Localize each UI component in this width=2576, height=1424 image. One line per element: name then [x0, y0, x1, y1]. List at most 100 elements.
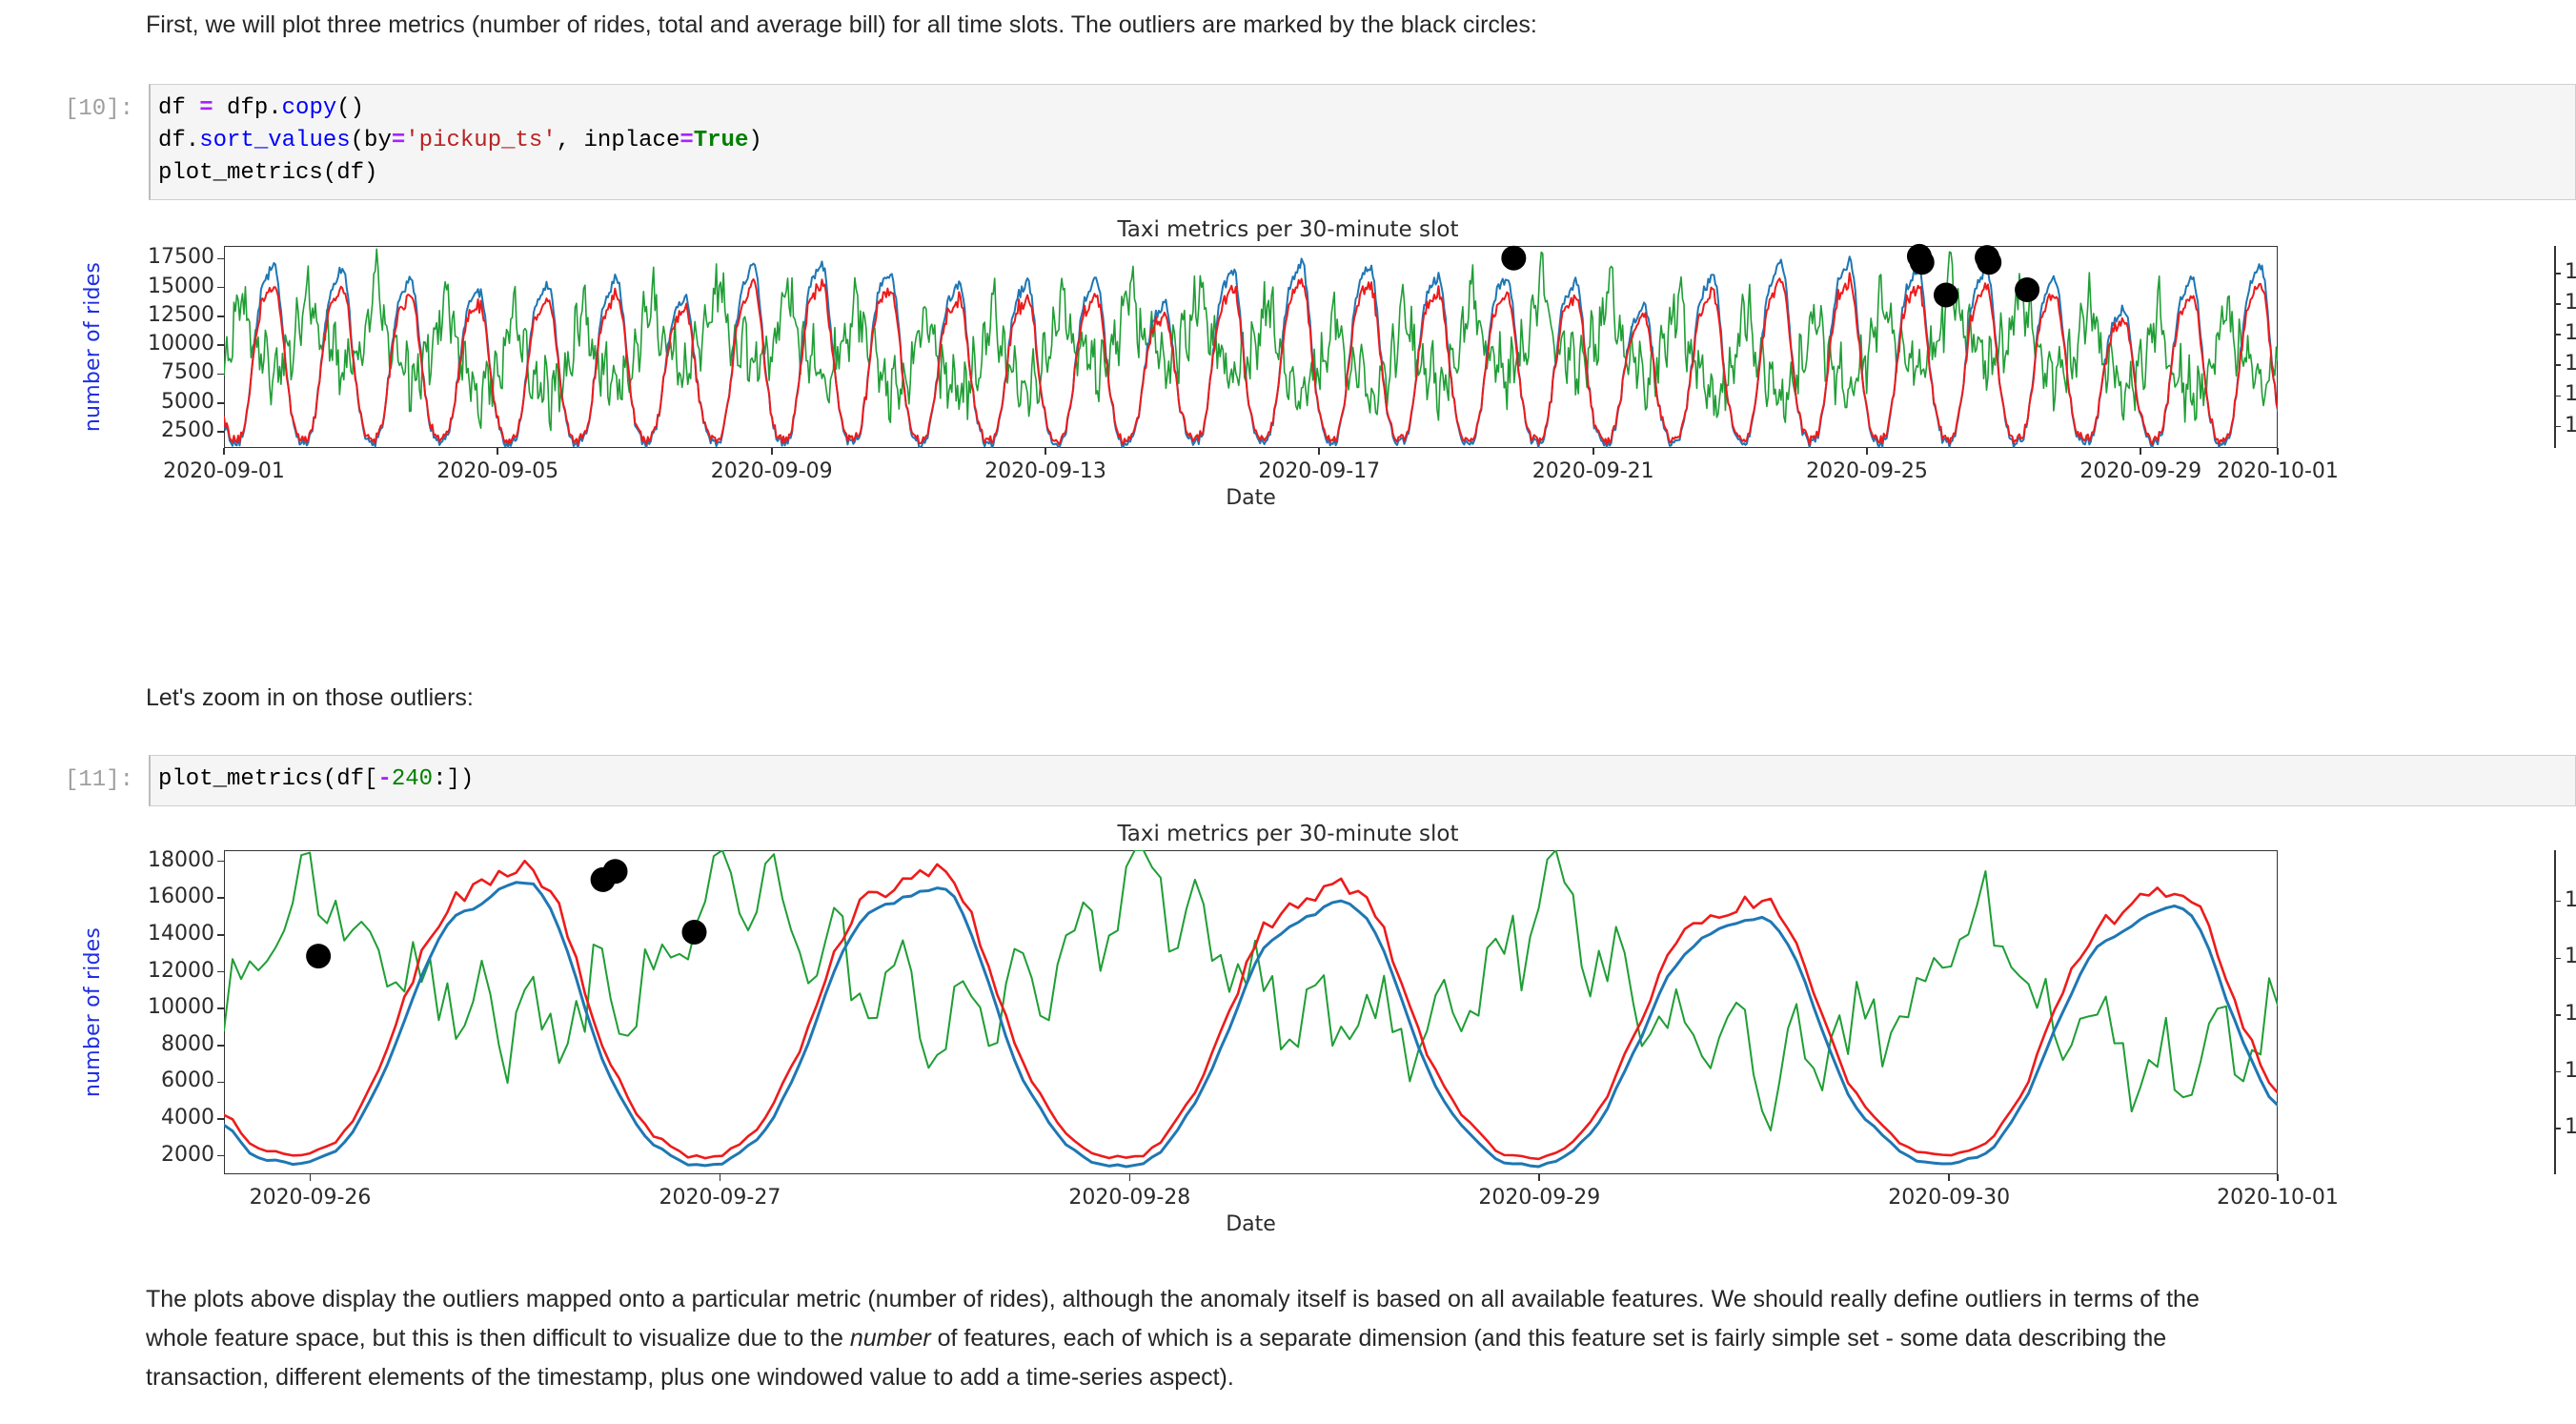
chart-ytick-rides: 5000	[161, 389, 214, 414]
chart-xtick: 2020-09-29	[2079, 459, 2202, 483]
chart-ytick-rides: 15000	[148, 274, 214, 298]
chart-ytick-rides: 6000	[161, 1068, 214, 1093]
chart-right-spine-avg	[2554, 850, 2556, 1174]
tick-mark	[2554, 303, 2561, 305]
tick-mark	[770, 448, 773, 455]
tick-mark	[217, 1154, 224, 1157]
tick-mark	[217, 897, 224, 900]
tick-mark	[2554, 900, 2561, 903]
chart-xtick: 2020-09-01	[163, 459, 285, 483]
tick-mark	[217, 934, 224, 936]
closing-emphasis: number	[849, 1325, 931, 1352]
tick-mark	[2554, 364, 2561, 367]
tick-mark	[2554, 395, 2561, 397]
code-editor-10[interactable]: df = dfp.copy() df.sort_values(by='picku…	[149, 84, 2576, 200]
series-total-bill	[224, 272, 2278, 446]
chart-axes-frame	[224, 850, 2278, 1174]
tick-mark	[1318, 448, 1321, 455]
chart-ytick-avg: 13	[2565, 1115, 2576, 1140]
chart-xtick: 2020-09-26	[249, 1186, 372, 1210]
series-average-bill	[224, 850, 2278, 1131]
chart-xtick: 2020-09-17	[1258, 459, 1381, 483]
tick-mark	[1948, 1174, 1950, 1181]
tick-mark	[2277, 1174, 2279, 1181]
code-editor-11[interactable]: plot_metrics(df[-240:])	[149, 755, 2576, 806]
tick-mark	[1538, 1174, 1541, 1181]
tick-mark	[217, 257, 224, 260]
chart-xtick: 2020-09-27	[659, 1186, 781, 1210]
markdown-intro: First, we will plot three metrics (numbe…	[146, 6, 2462, 45]
execution-prompt-10: [10]:	[64, 96, 133, 122]
chart-xtick: 2020-09-13	[984, 459, 1106, 483]
tick-mark	[217, 1081, 224, 1084]
chart-1-title: Taxi metrics per 30-minute slot	[1117, 217, 1459, 242]
outlier-marker	[681, 919, 707, 945]
chart-series-layer	[224, 243, 2278, 448]
series-average-bill	[224, 248, 2278, 432]
chart-ytick-avg: 15	[2565, 1001, 2576, 1026]
series-total-bill	[224, 859, 2278, 1161]
tick-mark	[217, 970, 224, 973]
tick-mark	[217, 1007, 224, 1009]
tick-mark	[309, 1174, 312, 1181]
chart-ytick-rides: 2000	[161, 1142, 214, 1167]
tick-mark	[2140, 448, 2142, 455]
closing-paragraph-2: whole feature space, but this is then di…	[146, 1319, 2462, 1358]
tick-mark	[2554, 1070, 2561, 1073]
chart-ytick-avg: 14	[2565, 382, 2576, 407]
chart-ytick-rides: 2500	[161, 418, 214, 443]
code-cell-11[interactable]: [11]: plot_metrics(df[-240:])	[0, 755, 2576, 806]
chart-ytick-rides: 12000	[148, 958, 214, 983]
chart-xtick: 2020-09-21	[1531, 459, 1654, 483]
chart-ytick-rides: 10000	[148, 995, 214, 1020]
chart-xlabel: Date	[1226, 486, 1276, 510]
tick-mark	[217, 401, 224, 404]
mid-paragraph: Let's zoom in on those outliers:	[146, 684, 474, 711]
closing-paragraph-3: transaction, different elements of the t…	[146, 1364, 1234, 1391]
intro-paragraph: First, we will plot three metrics (numbe…	[146, 11, 1537, 38]
chart-ytick-rides: 7500	[161, 360, 214, 385]
chart-xtick: 2020-10-01	[2217, 459, 2339, 483]
markdown-mid: Let's zoom in on those outliers:	[146, 679, 2462, 718]
tick-mark	[2554, 273, 2561, 275]
chart-xlabel: Date	[1226, 1212, 1276, 1236]
chart-xtick: 2020-09-30	[1888, 1186, 2011, 1210]
chart-xtick: 2020-09-29	[1478, 1186, 1601, 1210]
chart-ytick-avg: 17	[2565, 887, 2576, 912]
chart-xtick: 2020-09-09	[710, 459, 833, 483]
chart-ytick-rides: 10000	[148, 332, 214, 356]
chart-xtick: 2020-09-25	[1806, 459, 1928, 483]
chart-xtick: 2020-10-01	[2217, 1186, 2339, 1210]
tick-mark	[2554, 957, 2561, 960]
chart-ytick-avg: 15	[2565, 352, 2576, 376]
tick-mark	[2277, 448, 2279, 455]
outlier-marker	[590, 866, 616, 892]
chart-ytick-rides: 8000	[161, 1031, 214, 1056]
tick-mark	[1592, 448, 1594, 455]
tick-mark	[2554, 1014, 2561, 1016]
chart-ytick-rides: 14000	[148, 921, 214, 946]
tick-mark	[217, 286, 224, 289]
code-line-1: df = dfp.copy() df.sort_values(by='picku…	[158, 95, 762, 186]
tick-mark	[1866, 448, 1868, 455]
chart-ytick-avg: 13	[2565, 413, 2576, 437]
tick-mark	[223, 448, 225, 455]
series-number-of-rides	[224, 881, 2278, 1169]
tick-mark	[2554, 425, 2561, 428]
code-cell-10[interactable]: [10]: df = dfp.copy() df.sort_values(by=…	[0, 84, 2576, 200]
chart-xtick: 2020-09-05	[436, 459, 559, 483]
tick-mark	[217, 431, 224, 433]
tick-mark	[217, 1044, 224, 1047]
chart-ytick-rides: 18000	[148, 847, 214, 872]
tick-mark	[2554, 334, 2561, 336]
execution-prompt-11: [11]:	[64, 767, 133, 793]
chart-2-plot-area: 2000 4000 6000 8000 10000 12000 14000 16000 1800…	[0, 847, 2576, 1241]
outlier-marker	[1977, 250, 2002, 275]
tick-mark	[217, 860, 224, 863]
figure-output-2: Taxi metrics per 30-minute slot 2000 4000…	[0, 822, 2576, 1241]
tick-mark	[217, 344, 224, 346]
chart-1-plot-area: 2500 5000 7500 10000 12500 15000 17500 number o…	[0, 243, 2576, 515]
tick-mark	[1045, 448, 1046, 455]
tick-mark	[1128, 1174, 1131, 1181]
